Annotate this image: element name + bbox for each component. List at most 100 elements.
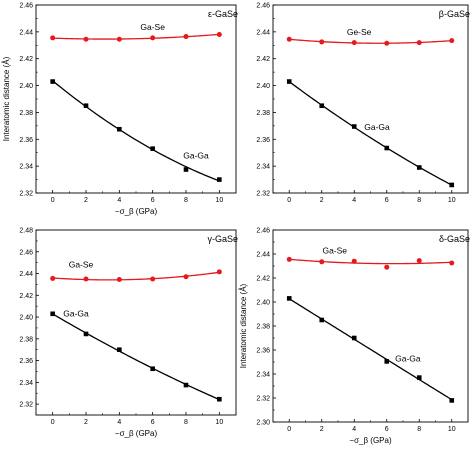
y-tick-label: 2.42 — [256, 276, 270, 283]
y-tick-label: 2.46 — [19, 3, 33, 10]
series-line — [52, 33, 220, 40]
x-tick-label: 0 — [287, 426, 291, 433]
x-axis-label: −σ_β (GPa) — [115, 207, 158, 216]
data-point — [319, 259, 325, 265]
y-tick-label: 2.46 — [256, 228, 270, 235]
series-ga-ga: Ga-Ga — [50, 79, 222, 182]
series-line — [288, 81, 453, 186]
data-point — [50, 275, 56, 281]
y-tick-label: 2.34 — [256, 372, 270, 379]
x-tick-label: 6 — [385, 426, 389, 433]
data-point — [83, 103, 89, 109]
data-point — [183, 382, 189, 388]
data-point — [384, 145, 390, 151]
data-point — [416, 165, 422, 170]
x-axis-label: −σ_β (GPa) — [349, 436, 392, 445]
data-point — [416, 40, 422, 46]
y-tick-label: 2.32 — [19, 191, 33, 198]
data-point — [50, 311, 55, 317]
series-ge-se: Ge-Se — [286, 27, 455, 46]
data-point — [116, 277, 122, 283]
y-axis-label: Interatomic distance (Å) — [2, 56, 11, 141]
y-tick-label: 2.38 — [19, 336, 33, 343]
series-ga-ga: Ga-Ga — [286, 296, 455, 403]
data-point — [83, 331, 89, 337]
x-tick-label: 8 — [417, 197, 421, 204]
series-label: Ga-Se — [140, 22, 165, 32]
series-ga-ga: Ga-Ga — [50, 308, 222, 402]
y-tick-label: 2.36 — [256, 348, 270, 355]
data-point — [83, 36, 89, 42]
y-tick-label: 2.32 — [256, 396, 270, 403]
panel-title: ε-GaSe — [208, 9, 238, 19]
y-tick-label: 2.34 — [256, 164, 270, 171]
x-tick-label: 0 — [287, 197, 291, 204]
data-point — [216, 269, 222, 275]
series-label: Ga-Ga — [183, 150, 209, 160]
y-axis-label: Interatomic distance (Å) — [239, 283, 248, 368]
x-tick-label: 10 — [215, 197, 223, 204]
y-tick-label: 2.42 — [19, 56, 33, 63]
y-tick-label: 2.36 — [256, 137, 270, 144]
data-point — [286, 79, 292, 84]
data-point — [319, 317, 325, 323]
x-tick-label: 10 — [448, 426, 456, 433]
plot-frame — [272, 229, 469, 423]
y-tick-label: 2.40 — [256, 83, 270, 90]
data-point — [183, 167, 189, 172]
data-point — [351, 40, 357, 46]
x-tick-label: 0 — [51, 197, 55, 204]
x-tick-label: 4 — [352, 197, 356, 204]
y-tick-label: 2.36 — [19, 358, 33, 365]
data-point — [449, 38, 455, 44]
series-label: Ga-Ga — [364, 122, 390, 132]
data-point — [217, 177, 222, 182]
series-line — [52, 271, 220, 281]
data-point — [286, 36, 292, 42]
series-ga-se: Ga-Se — [286, 245, 455, 270]
x-tick-label: 6 — [151, 419, 155, 426]
y-tick-label: 2.38 — [256, 324, 270, 331]
data-point — [449, 182, 455, 188]
data-point — [83, 276, 89, 282]
y-tick-label: 2.44 — [19, 271, 33, 278]
data-point — [319, 103, 325, 109]
y-tick-label: 2.38 — [256, 110, 270, 117]
y-tick-label: 2.48 — [19, 228, 33, 235]
plot-frame — [35, 229, 237, 416]
y-tick-label: 2.34 — [19, 164, 33, 171]
data-point — [183, 34, 189, 40]
x-tick-label: 2 — [84, 197, 88, 204]
x-tick-label: 4 — [117, 419, 121, 426]
series-line — [52, 80, 220, 182]
series-label: Ga-Se — [69, 259, 94, 269]
series-label: Ga-Se — [322, 245, 347, 255]
plot-frame — [35, 4, 237, 194]
x-tick-label: 4 — [117, 197, 121, 204]
y-tick-label: 2.40 — [19, 83, 33, 90]
y-tick-label: 2.38 — [19, 110, 33, 117]
x-tick-label: 4 — [352, 426, 356, 433]
y-tick-label: 2.46 — [19, 249, 33, 256]
y-tick-label: 2.36 — [19, 137, 33, 144]
x-axis-label: −σ_β (GPa) — [115, 429, 158, 438]
y-tick-label: 2.40 — [256, 300, 270, 307]
y-tick-label: 2.44 — [256, 29, 270, 36]
x-tick-label: 10 — [215, 419, 223, 426]
y-tick-label: 2.42 — [19, 293, 33, 300]
data-point — [416, 258, 422, 264]
series-line — [288, 298, 453, 401]
x-tick-label: 0 — [51, 419, 55, 426]
series-line — [289, 258, 452, 265]
x-tick-label: 8 — [417, 426, 421, 433]
x-tick-label: 6 — [385, 197, 389, 204]
chart-panel-3: 0 2 4 6 8 10 2.32 2.34 2.36 2.38 2.40 2.42 2.44 2.46 2… — [19, 228, 238, 439]
data-point — [216, 32, 222, 38]
x-tick-label: 2 — [84, 419, 88, 426]
series-label: Ge-Se — [347, 27, 372, 37]
y-tick-label: 2.30 — [256, 420, 270, 427]
x-tick-label: 8 — [184, 197, 188, 204]
series-ga-se: Ga-Se — [50, 22, 222, 42]
data-point — [416, 375, 422, 380]
